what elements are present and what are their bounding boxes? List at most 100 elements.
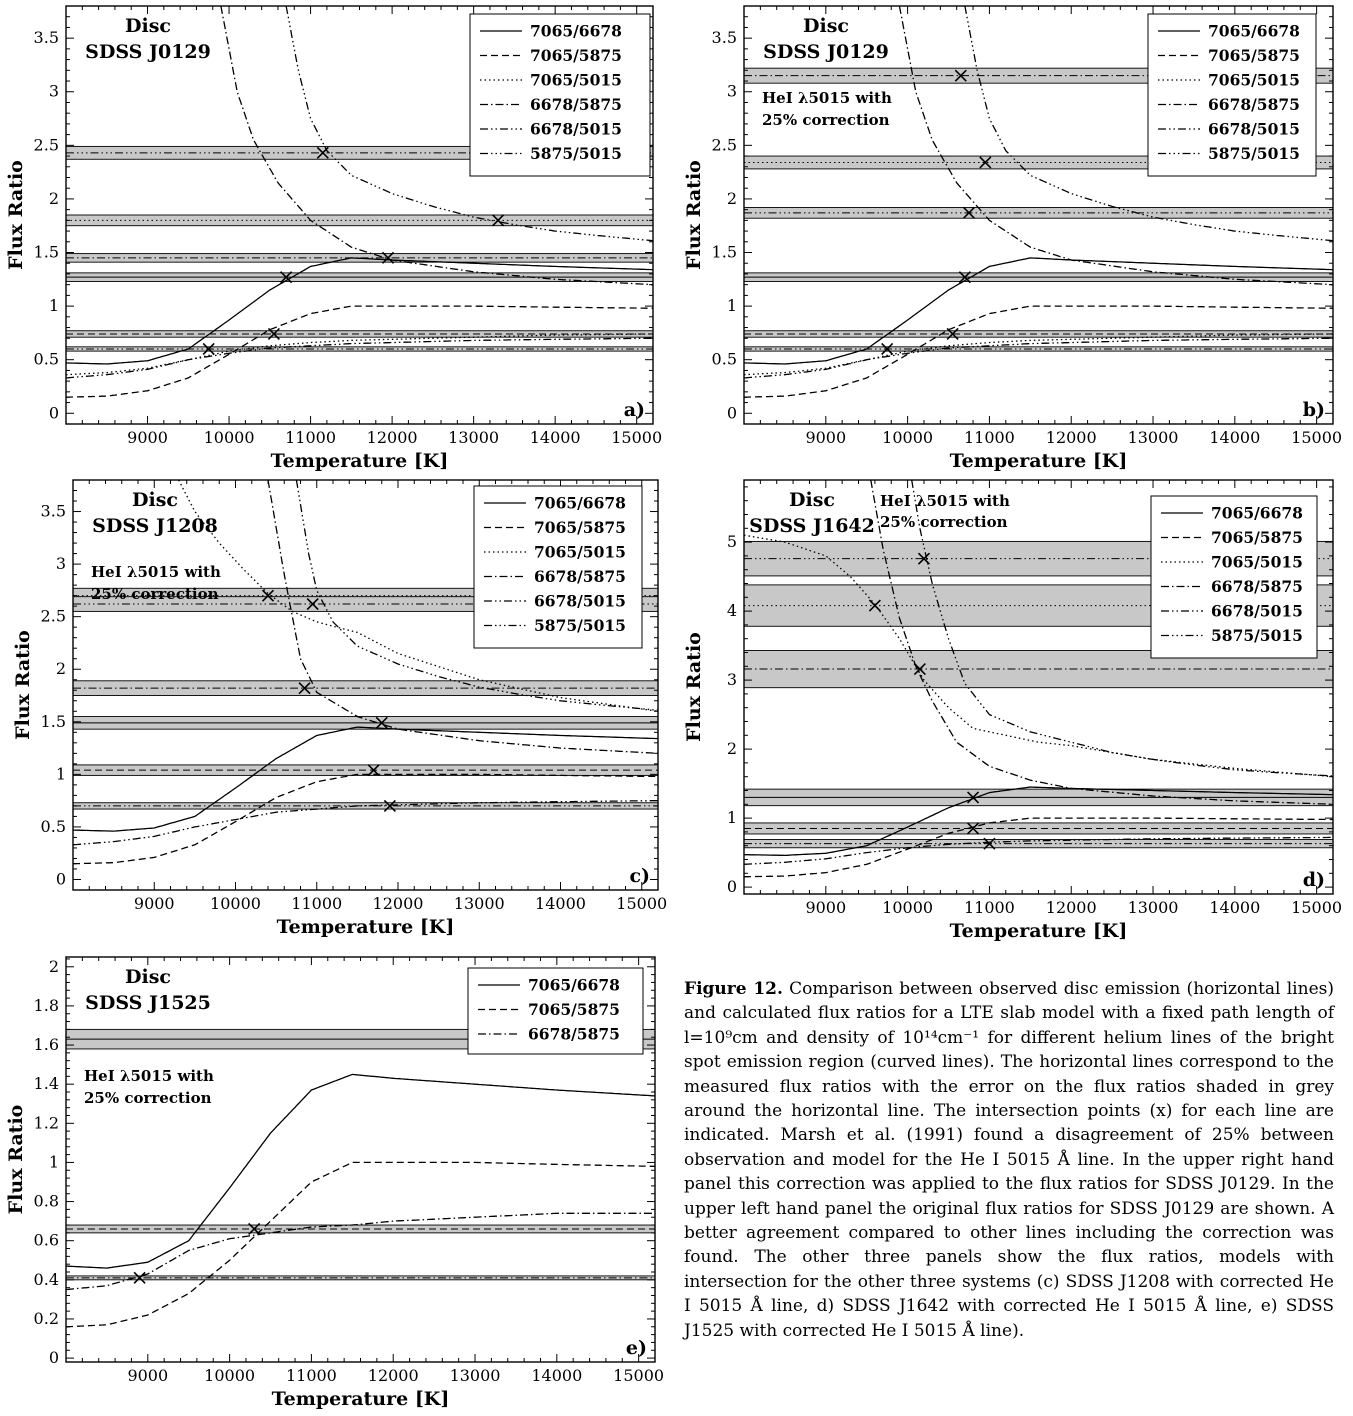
x-tick-label: 12000 — [373, 894, 424, 913]
intersection-marker — [267, 327, 280, 341]
y-tick-label: 4 — [727, 601, 737, 620]
correction-note: HeI λ5015 with — [91, 563, 221, 581]
legend-box — [1147, 13, 1317, 177]
legend-entry: 7065/5875 — [534, 518, 626, 537]
series-curve-6678-5875 — [898, 6, 1333, 286]
intersection-marker — [868, 599, 881, 612]
y-tick-label: 0.4 — [34, 1270, 59, 1289]
legend-entry: 6678/5875 — [534, 567, 626, 586]
model-curves — [744, 480, 1333, 878]
x-tick-label: 9000 — [127, 428, 168, 447]
series-curve-6678-5875 — [870, 480, 1333, 805]
y-tick-label: 3 — [56, 554, 66, 573]
legend-entry: 6678/5015 — [530, 120, 622, 139]
observed-band-7065-5875 — [744, 330, 1333, 338]
y-tick-label: 3 — [727, 82, 737, 101]
chart-a-svg: 9000 10000 11000 12000 13000 14000 15000 0 0.5 1 1… — [5, 5, 662, 472]
x-tick-label: 11000 — [285, 428, 336, 447]
x-tick-label: 14000 — [530, 428, 581, 447]
legend-entry: 6678/5875 — [528, 1025, 620, 1044]
intersection-marker — [492, 214, 505, 227]
legend-box — [467, 967, 644, 1055]
x-tick-label: 14000 — [531, 1366, 582, 1385]
series-curve-7065-5875 — [744, 305, 1333, 398]
x-tick-label: 15000 — [616, 894, 667, 913]
series-curve-7065-5875 — [66, 305, 653, 398]
legend-entry: 6678/5875 — [1211, 577, 1303, 596]
model-curves — [744, 6, 1333, 398]
legend-entry: 5875/5015 — [1211, 626, 1303, 645]
series-curve-7065-5875 — [73, 773, 658, 865]
observed-band-7065-5875 — [66, 1224, 655, 1234]
series-curve-6678-5875 — [267, 480, 658, 754]
panel-label: b) — [1303, 399, 1325, 421]
panel-title: Disc — [803, 15, 849, 37]
caption-text: Comparison between observed disc emissio… — [684, 979, 1334, 1341]
intersection-marker — [316, 146, 329, 159]
series-curve-5875-5015 — [911, 480, 1333, 777]
y-tick-label: 1.6 — [34, 1035, 59, 1054]
panel-title: SDSS J0129 — [763, 41, 889, 63]
correction-note: 25% correction — [762, 111, 890, 129]
series-curve-6678-5875 — [66, 1212, 655, 1291]
observed-band-6678-5875 — [73, 680, 658, 696]
chart-e-svg: 9000 10000 11000 12000 13000 14000 15000 0 0.2 0.… — [5, 956, 664, 1410]
legend-entry: 7065/6678 — [534, 494, 626, 513]
y-tick-label: 3.5 — [34, 28, 59, 47]
y-tick-label: 0.5 — [712, 350, 737, 369]
y-tick-label: 0.2 — [34, 1309, 59, 1328]
legend-entry: 7065/5015 — [1208, 71, 1300, 90]
x-tick-label: 12000 — [1046, 898, 1097, 917]
observed-band-7065-5875 — [744, 822, 1333, 835]
observed-band-6678-5015 — [66, 346, 653, 352]
panel-label: a) — [624, 399, 645, 421]
series-curve-7065-5015 — [178, 480, 658, 712]
y-tick-label: 1 — [49, 1152, 59, 1171]
legend-entry: 7065/5875 — [530, 46, 622, 65]
legend-entry: 7065/6678 — [1208, 22, 1300, 41]
intersection-marker — [381, 251, 395, 264]
intersection-marker — [133, 1271, 146, 1284]
x-tick-label: 13000 — [1128, 428, 1179, 447]
legend-entry: 5875/5015 — [1208, 144, 1300, 163]
legend-entry: 6678/5875 — [1208, 95, 1300, 114]
series-curve-7065-6678 — [73, 726, 658, 832]
x-tick-label: 9000 — [134, 894, 175, 913]
x-tick-label: 10000 — [882, 898, 933, 917]
chart-panel-a: 9000 10000 11000 12000 13000 14000 15000 0 0.5 1 1… — [0, 0, 670, 475]
y-tick-label: 1 — [727, 808, 737, 827]
x-tick-label: 12000 — [367, 428, 418, 447]
chart-panel-c: 9000 10000 11000 12000 13000 14000 15000 0 0.5 1 1… — [0, 472, 670, 947]
caption-label: Figure 12. — [684, 979, 783, 999]
series-curve-7065-5875 — [66, 1161, 655, 1328]
panel-title: SDSS J0129 — [85, 41, 211, 63]
intersection-marker — [966, 822, 980, 835]
y-tick-label: 1.5 — [712, 243, 737, 262]
y-tick-label: 3.5 — [41, 502, 66, 521]
y-tick-label: 2 — [49, 957, 59, 976]
intersection-marker — [383, 799, 396, 812]
y-tick-label: 1.2 — [34, 1113, 59, 1132]
x-tick-label: 13000 — [450, 1366, 501, 1385]
y-tick-label: 2.5 — [34, 135, 59, 154]
chart-c-svg: 9000 10000 11000 12000 13000 14000 15000 0 0.5 1 1… — [12, 479, 667, 938]
y-axis-label: Flux Ratio — [683, 160, 705, 270]
intersection-marker — [979, 156, 992, 169]
model-curves — [66, 6, 653, 398]
legend-entry: 6678/5015 — [1208, 120, 1300, 139]
intersection-marker — [917, 552, 931, 565]
y-tick-label: 1 — [727, 296, 737, 315]
x-tick-label: 11000 — [964, 898, 1015, 917]
y-tick-label: 3.5 — [712, 28, 737, 47]
legend-entry: 7065/5875 — [1208, 46, 1300, 65]
y-tick-label: 1.4 — [34, 1074, 59, 1093]
x-tick-label: 15000 — [613, 1366, 664, 1385]
legend-entry: 7065/5015 — [530, 71, 622, 90]
y-tick-label: 0.8 — [34, 1192, 59, 1211]
y-axis-label: Flux Ratio — [12, 630, 34, 740]
model-curves — [66, 1073, 655, 1328]
intersection-marker — [298, 682, 311, 695]
intersection-marker — [954, 69, 967, 82]
x-tick-label: 10000 — [210, 894, 261, 913]
series-curve-7065-6678 — [744, 257, 1333, 365]
